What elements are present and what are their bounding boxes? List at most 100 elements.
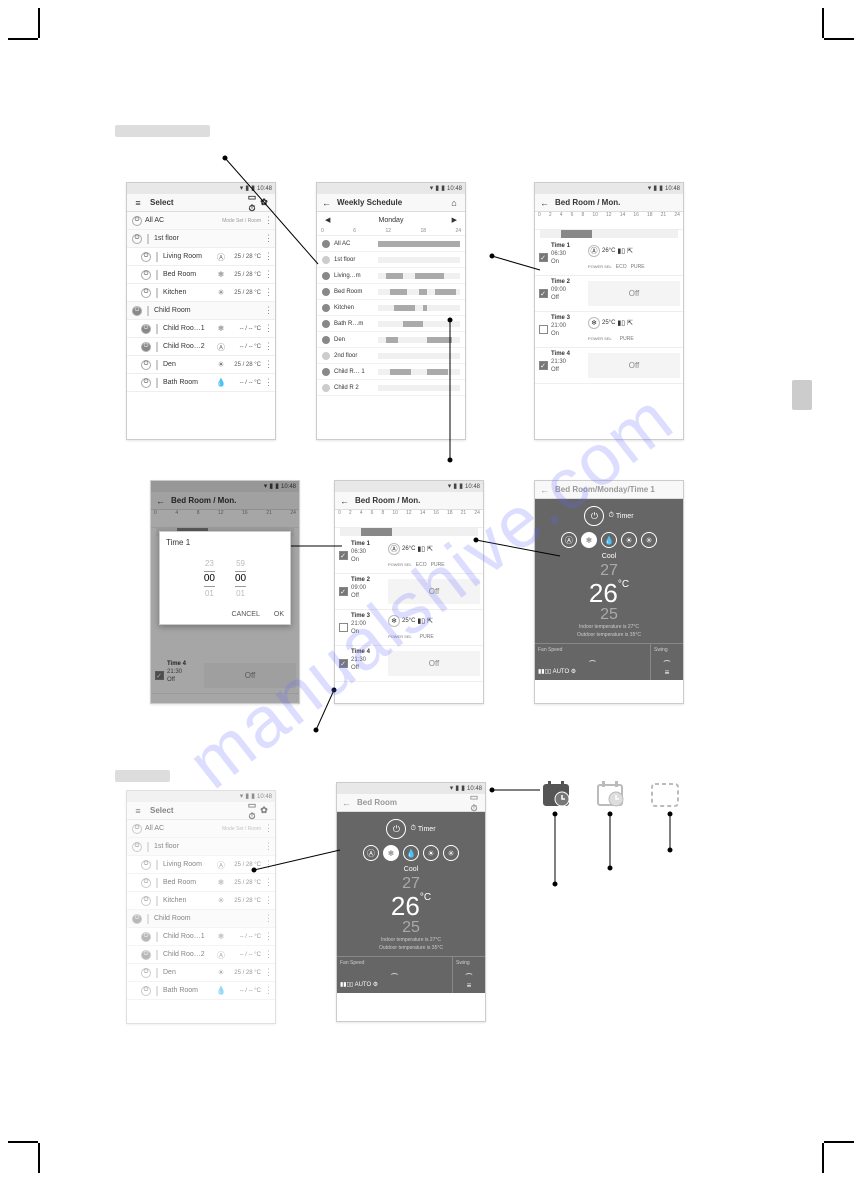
- slot-checkbox[interactable]: ✓: [335, 538, 351, 573]
- temp-down[interactable]: 25: [535, 606, 683, 624]
- mode-fan-button[interactable]: ✳: [443, 845, 459, 861]
- slot-checkbox[interactable]: ✓: [535, 240, 551, 275]
- modal-title: Time 1: [166, 538, 284, 553]
- room-row[interactable]: ⏻ Living Room Ⓐ 25 / 28 °C⋮: [127, 248, 275, 266]
- group-row[interactable]: ⏻ Child Room⋮: [127, 910, 275, 928]
- time-slot[interactable]: Time 321:00On ❄25°C ▮▯⇱ POWER SELPURE: [335, 610, 483, 646]
- schedule-row[interactable]: Bath R…m: [317, 316, 465, 332]
- slot-checkbox[interactable]: ✓: [535, 348, 551, 383]
- next-day-icon[interactable]: ▶: [452, 216, 457, 224]
- schedule-icon[interactable]: ▭⏱: [246, 800, 258, 822]
- screen-select: ▾ ▮ ▮ 10:48 ≡ Select ▭⏱ ✿ ⏻All AC Mode S…: [126, 182, 276, 440]
- schedule-row[interactable]: 2nd floor: [317, 348, 465, 364]
- mode-dry-button[interactable]: 💧: [601, 532, 617, 548]
- group-row[interactable]: ⏻ Child Room⋮: [127, 302, 275, 320]
- mode-auto-button[interactable]: Ⓐ: [561, 532, 577, 548]
- room-row[interactable]: ⏻ Bed Room ❄ 25 / 28 °C⋮: [127, 266, 275, 284]
- section-heading: [115, 770, 170, 782]
- room-row[interactable]: ⏻ Den ☀ 25 / 28 °C⋮: [127, 964, 275, 982]
- screen-day-detail-2: ▾▮▮10:48 ←Bed Room / Mon. 02468101214161…: [334, 480, 484, 704]
- back-icon[interactable]: ←: [322, 198, 331, 208]
- room-row[interactable]: ⏻ Living Room Ⓐ 25 / 28 °C⋮: [127, 856, 275, 874]
- mode-icon: ☀: [216, 968, 226, 978]
- room-row[interactable]: ⏻ Bed Room ❄ 25 / 28 °C⋮: [127, 874, 275, 892]
- room-row[interactable]: ⏻ Child Roo…2 Ⓐ -- / -- °C⋮: [127, 946, 275, 964]
- page-tab: [792, 380, 812, 410]
- schedule-row[interactable]: 1st floor: [317, 252, 465, 268]
- mode-dry-button[interactable]: 💧: [403, 845, 419, 861]
- schedule-row[interactable]: Den: [317, 332, 465, 348]
- group-row[interactable]: ⏻ 1st floor⋮: [127, 838, 275, 856]
- slot-checkbox[interactable]: ✓: [535, 276, 551, 311]
- mode-cool-button[interactable]: ❄: [581, 532, 597, 548]
- time-slot[interactable]: ✓ Time 106:30On Ⓐ26°C ▮▯⇱ POWER SELECOPU…: [335, 538, 483, 574]
- power-button[interactable]: ⏻: [386, 819, 406, 839]
- back-icon[interactable]: ←: [340, 496, 349, 506]
- slot-checkbox[interactable]: [335, 610, 351, 645]
- ok-button[interactable]: OK: [274, 611, 284, 618]
- time-slot[interactable]: ✓ Time 209:00Off Off: [335, 574, 483, 610]
- schedule-icon[interactable]: ▭⏱: [468, 792, 480, 814]
- mode-auto-button[interactable]: Ⓐ: [363, 845, 379, 861]
- mode-icon: ❄: [216, 932, 226, 942]
- back-icon[interactable]: ←: [540, 198, 549, 208]
- schedule-row[interactable]: Kitchen: [317, 300, 465, 316]
- power-button[interactable]: ⏻: [584, 506, 604, 526]
- mode-cool-button[interactable]: ❄: [383, 845, 399, 861]
- slot-checkbox[interactable]: ✓: [335, 646, 351, 681]
- time-slot[interactable]: Time 321:00On ❄25°C ▮▯⇱ POWER SELPURE: [535, 312, 683, 348]
- time-slot[interactable]: ✓ Time 421:30Off Off: [535, 348, 683, 384]
- schedule-row[interactable]: All AC: [317, 236, 465, 252]
- mode-fan-button[interactable]: ✳: [641, 532, 657, 548]
- crop-mark: [822, 1143, 824, 1173]
- mode-icon: Ⓐ: [216, 860, 226, 870]
- room-row[interactable]: ⏻ Bath Room 💧 -- / -- °C⋮: [127, 374, 275, 392]
- mode-heat-button[interactable]: ☀: [423, 845, 439, 861]
- timer-icon[interactable]: ⏱: [410, 825, 415, 833]
- time-slot[interactable]: ✓ Time 421:30Off Off: [335, 646, 483, 682]
- outdoor-temp-info: Outdoor temperature is 35°C: [535, 631, 683, 639]
- title-text: Bed Room / Mon.: [555, 198, 620, 207]
- manual-page: manualshive.com ▾ ▮ ▮ 10:48 ≡ Select ▭⏱ …: [0, 0, 862, 1181]
- prev-day-icon[interactable]: ◀: [325, 216, 330, 224]
- menu-icon[interactable]: ≡: [132, 806, 144, 816]
- time-slot[interactable]: ✓ Time 106:30On Ⓐ26°C ▮▯⇱ POWER SELECOPU…: [535, 240, 683, 276]
- home-icon[interactable]: ⌂: [448, 198, 460, 208]
- settings-icon[interactable]: ✿: [258, 805, 270, 816]
- schedule-row[interactable]: Bed Room: [317, 284, 465, 300]
- group-row[interactable]: ⏻ 1st floor⋮: [127, 230, 275, 248]
- group-row[interactable]: ⏻All AC Mode Set / Room⋮: [127, 820, 275, 838]
- crop-mark: [824, 38, 854, 40]
- time-slot[interactable]: ✓ Time 209:00Off Off: [535, 276, 683, 312]
- title-bar: ≡ Select ▭⏱ ✿: [127, 194, 275, 212]
- slot-checkbox[interactable]: ✓: [335, 574, 351, 609]
- settings-icon[interactable]: ✿: [258, 197, 270, 208]
- room-row[interactable]: ⏻ Kitchen ✳ 25 / 28 °C⋮: [127, 284, 275, 302]
- room-row[interactable]: ⏻ Den ☀ 25 / 28 °C⋮: [127, 356, 275, 374]
- room-row[interactable]: ⏻ Kitchen ✳ 25 / 28 °C⋮: [127, 892, 275, 910]
- room-row[interactable]: ⏻ Child Roo…1 ❄ -- / -- °C⋮: [127, 928, 275, 946]
- room-row[interactable]: ⏻ Child Roo…2 Ⓐ -- / -- °C⋮: [127, 338, 275, 356]
- status-bar: ▾▮▮ 10:48: [317, 183, 465, 194]
- time-wheels[interactable]: 23 00 01 59 00 01: [166, 553, 284, 605]
- schedule-row[interactable]: Child R… 1: [317, 364, 465, 380]
- mode-heat-button[interactable]: ☀: [621, 532, 637, 548]
- room-row[interactable]: ⏻ Child Roo…1 ❄ -- / -- °C⋮: [127, 320, 275, 338]
- timeline-bar: [540, 230, 678, 238]
- mode-icon: Ⓐ: [216, 342, 226, 352]
- schedule-row[interactable]: Child R 2: [317, 380, 465, 396]
- group-row[interactable]: ⏻All AC Mode Set / Room⋮: [127, 212, 275, 230]
- crop-mark: [822, 8, 824, 38]
- back-icon[interactable]: ←: [342, 798, 351, 808]
- temp-down[interactable]: 25: [337, 919, 485, 937]
- timer-icon[interactable]: ⏱: [608, 512, 613, 520]
- schedule-icon-on: [540, 780, 574, 810]
- schedule-icon[interactable]: ▭⏱: [246, 192, 258, 214]
- mode-icon: Ⓐ: [216, 252, 226, 262]
- schedule-row[interactable]: Living…m: [317, 268, 465, 284]
- back-icon[interactable]: ←: [540, 485, 549, 495]
- slot-checkbox[interactable]: [535, 312, 551, 347]
- menu-icon[interactable]: ≡: [132, 198, 144, 208]
- cancel-button[interactable]: CANCEL: [231, 611, 259, 618]
- room-row[interactable]: ⏻ Bath Room 💧 -- / -- °C⋮: [127, 982, 275, 1000]
